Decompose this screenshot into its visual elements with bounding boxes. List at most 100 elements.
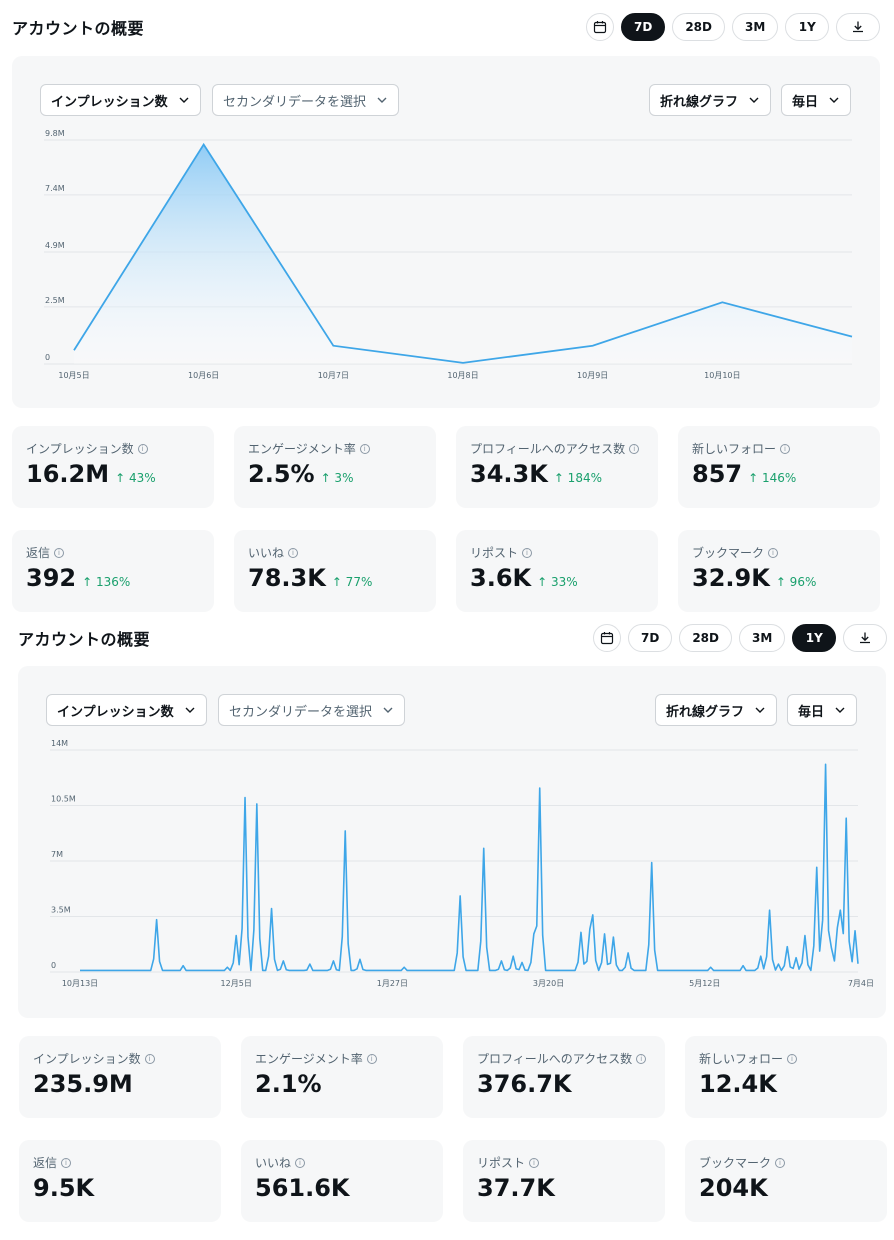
metric-change: ↑ 3%	[320, 471, 354, 485]
chevron-down-icon	[829, 97, 839, 103]
metric-card[interactable]: 返信 i 9.5K	[19, 1140, 221, 1222]
secondary-metric-dropdown[interactable]: セカンダリデータを選択	[212, 84, 400, 116]
metric-value-text: 37.7K	[477, 1174, 555, 1202]
metric-label: リポスト i	[477, 1154, 540, 1171]
info-icon[interactable]: i	[768, 547, 779, 558]
metric-card[interactable]: プロフィールへのアクセス数 i 34.3K ↑ 184%	[456, 426, 658, 508]
info-icon[interactable]: i	[144, 1053, 155, 1064]
y-tick-label: 9.8M	[45, 129, 65, 138]
metric-value-text: 204K	[699, 1174, 768, 1202]
metric-card[interactable]: いいね i 78.3K ↑ 77%	[234, 530, 436, 612]
metric-label: エンゲージメント率 i	[248, 440, 370, 457]
info-icon[interactable]: i	[775, 1157, 786, 1168]
x-tick-label: 10月5日	[58, 371, 89, 380]
info-icon[interactable]: i	[288, 547, 299, 558]
metric-value: 392 ↑ 136%	[26, 564, 130, 592]
metric-card[interactable]: エンゲージメント率 i 2.5% ↑ 3%	[234, 426, 436, 508]
metric-value: 204K	[699, 1174, 768, 1202]
metric-card[interactable]: 返信 i 392 ↑ 136%	[12, 530, 214, 612]
metric-card[interactable]: リポスト i 37.7K	[463, 1140, 665, 1222]
calendar-button[interactable]	[593, 624, 621, 652]
interval-label: 毎日	[798, 704, 825, 720]
x-tick-label: 10月10日	[704, 371, 740, 380]
range-1y-button[interactable]: 1Y	[792, 624, 837, 652]
section-title: アカウントの概要	[18, 630, 151, 649]
interval-dropdown[interactable]: 毎日	[781, 84, 852, 116]
x-tick-label: 10月8日	[447, 371, 478, 380]
primary-metric-dropdown[interactable]: インプレッション数	[40, 84, 201, 116]
metric-label-text: いいね	[248, 546, 285, 560]
metric-label-text: 返信	[33, 1156, 58, 1170]
metric-card[interactable]: いいね i 561.6K	[241, 1140, 443, 1222]
chevron-down-icon	[185, 707, 195, 713]
metric-value: 12.4K	[699, 1070, 777, 1098]
chevron-down-icon	[179, 97, 189, 103]
metric-label-text: エンゲージメント率	[255, 1052, 363, 1066]
chevron-down-icon	[755, 707, 765, 713]
info-icon[interactable]: i	[522, 547, 533, 558]
metric-value: 16.2M ↑ 43%	[26, 460, 156, 488]
metric-card[interactable]: ブックマーク i 204K	[685, 1140, 887, 1222]
info-icon[interactable]: i	[787, 1053, 798, 1064]
metric-card[interactable]: 新しいフォロー i 12.4K	[685, 1036, 887, 1118]
range-28d-button[interactable]: 28D	[679, 624, 732, 652]
range-7d-button[interactable]: 7D	[628, 624, 673, 652]
metric-value-text: 78.3K	[248, 564, 326, 592]
download-button[interactable]	[843, 624, 888, 652]
info-icon[interactable]: i	[295, 1157, 306, 1168]
primary-metric-dropdown[interactable]: インプレッション数	[46, 694, 207, 726]
series-line	[80, 763, 859, 972]
x-tick-label: 12月5日	[221, 979, 252, 988]
metric-change: ↑ 43%	[115, 471, 156, 485]
metric-card[interactable]: リポスト i 3.6K ↑ 33%	[456, 530, 658, 612]
range-7d-button[interactable]: 7D	[621, 13, 666, 41]
metric-label-text: 新しいフォロー	[692, 442, 777, 456]
secondary-metric-dropdown[interactable]: セカンダリデータを選択	[218, 694, 406, 726]
x-tick-label: 5月12日	[689, 979, 720, 988]
metric-card[interactable]: インプレッション数 i 235.9M	[19, 1036, 221, 1118]
interval-dropdown[interactable]: 毎日	[787, 694, 858, 726]
metric-label-text: インプレッション数	[33, 1052, 141, 1066]
info-icon[interactable]: i	[61, 1157, 72, 1168]
chart-type-dropdown[interactable]: 折れ線グラフ	[649, 84, 772, 116]
metric-card[interactable]: ブックマーク i 32.9K ↑ 96%	[678, 530, 880, 612]
metric-label-text: ブックマーク	[699, 1156, 772, 1170]
calendar-button[interactable]	[586, 13, 614, 41]
primary-metric-label: インプレッション数	[57, 704, 174, 720]
info-icon[interactable]: i	[366, 1053, 377, 1064]
info-icon[interactable]: i	[359, 443, 370, 454]
metric-card[interactable]: 新しいフォロー i 857 ↑ 146%	[678, 426, 880, 508]
x-tick-label: 3月20日	[533, 979, 564, 988]
metric-change: ↑ 96%	[775, 575, 817, 589]
metric-card[interactable]: プロフィールへのアクセス数 i 376.7K	[463, 1036, 665, 1118]
metric-label: いいね i	[255, 1154, 306, 1171]
info-icon[interactable]: i	[529, 1157, 540, 1168]
info-icon[interactable]: i	[54, 547, 65, 558]
metric-value: 37.7K	[477, 1174, 555, 1202]
info-icon[interactable]: i	[629, 443, 640, 454]
metric-label: インプレッション数 i	[26, 440, 148, 457]
metric-value-text: 3.6K	[470, 564, 532, 592]
info-icon[interactable]: i	[780, 443, 791, 454]
metric-value: 32.9K ↑ 96%	[692, 564, 816, 592]
metric-label: ブックマーク i	[692, 544, 779, 561]
x-tick-label: 7月4日	[848, 979, 874, 988]
metric-value-text: 376.7K	[477, 1070, 572, 1098]
range-1y-button[interactable]: 1Y	[785, 13, 830, 41]
range-3m-button[interactable]: 3M	[738, 624, 786, 652]
chevron-down-icon	[377, 97, 387, 103]
x-tick-label: 10月13日	[62, 979, 98, 988]
metric-label-text: いいね	[255, 1156, 292, 1170]
y-tick-label: 10.5M	[51, 795, 76, 804]
chart-type-dropdown[interactable]: 折れ線グラフ	[655, 694, 778, 726]
download-button[interactable]	[836, 13, 881, 41]
info-icon[interactable]: i	[137, 443, 148, 454]
y-tick-label: 0	[51, 961, 56, 970]
metric-card[interactable]: エンゲージメント率 i 2.1%	[241, 1036, 443, 1118]
range-3m-button[interactable]: 3M	[731, 13, 779, 41]
info-icon[interactable]: i	[636, 1053, 647, 1064]
metric-card[interactable]: インプレッション数 i 16.2M ↑ 43%	[12, 426, 214, 508]
range-28d-button[interactable]: 28D	[672, 13, 725, 41]
metric-label-text: プロフィールへのアクセス数	[470, 442, 626, 456]
chart-card: インプレッション数 セカンダリデータを選択 折れ線グラフ 毎日 0 2.5M 4.9…	[12, 56, 880, 408]
